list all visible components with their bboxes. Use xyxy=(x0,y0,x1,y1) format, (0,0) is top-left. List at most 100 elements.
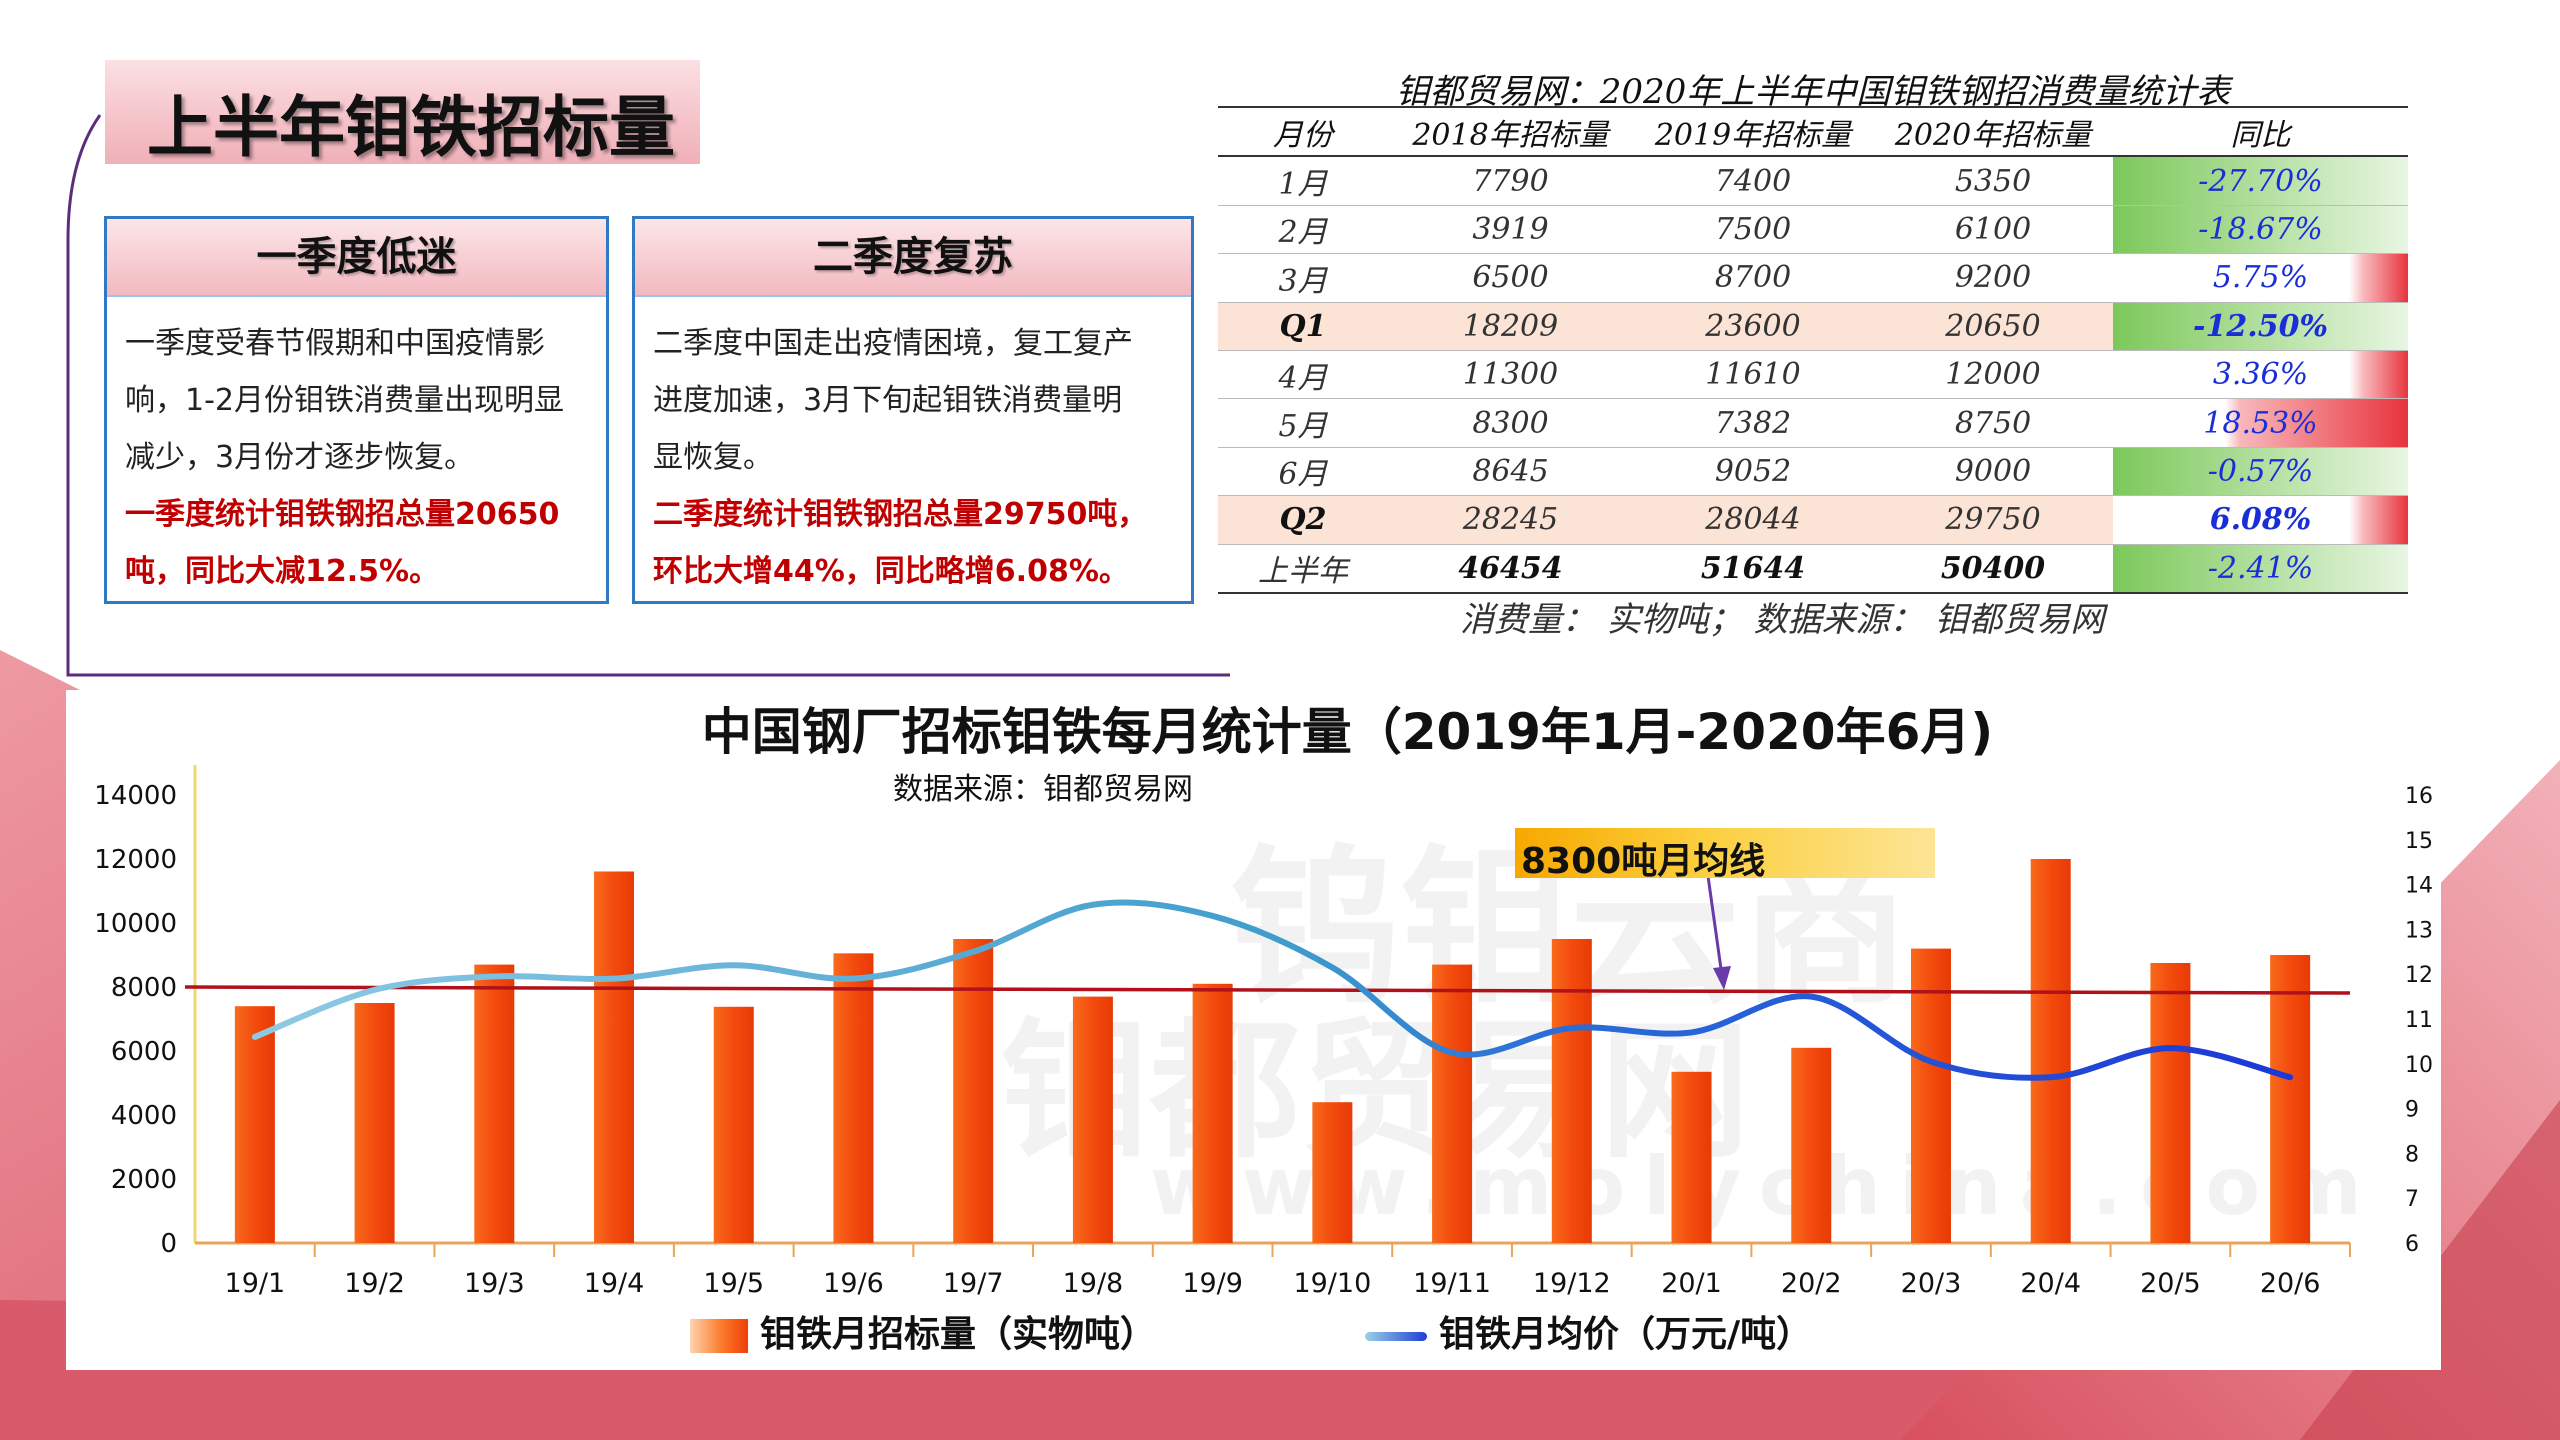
card-q1-text-line: 一季度受春节假期和中国疫情影 xyxy=(125,326,545,361)
table-cell-yoy: 6.08% xyxy=(2113,495,2408,545)
x-tick-label: 19/6 xyxy=(823,1268,884,1299)
reference-line-label: 8300吨月均线 xyxy=(1515,828,1935,882)
x-tick-label: 19/5 xyxy=(703,1268,764,1299)
table-cell-2020: 9200 xyxy=(1873,253,2113,303)
table-cell-yoy: -18.67% xyxy=(2113,205,2408,255)
table-cell-yoy: -0.57% xyxy=(2113,447,2408,497)
bar xyxy=(2030,859,2071,1243)
y-right-tick-label: 14 xyxy=(2405,874,2433,899)
card-q1-body: 一季度受春节假期和中国疫情影 响，1-2月份钼铁消费量出现明显 减少，3月份才逐… xyxy=(107,297,606,600)
card-q1: 一季度低迷 一季度受春节假期和中国疫情影 响，1-2月份钼铁消费量出现明显 减少… xyxy=(104,216,609,604)
x-tick-label: 19/10 xyxy=(1293,1268,1371,1299)
table-cell-2018: 3919 xyxy=(1388,205,1633,255)
x-tick-label: 20/2 xyxy=(1781,1268,1842,1299)
table-cell-month: 2月 xyxy=(1218,205,1388,255)
reference-line-label-text: 8300吨月均线 xyxy=(1521,841,1766,882)
table-cell-2018: 8645 xyxy=(1388,447,1633,497)
table-cell-yoy: -2.41% xyxy=(2113,544,2408,594)
y-right-tick-label: 12 xyxy=(2405,963,2433,988)
table-cell-yoy: -27.70% xyxy=(2113,156,2408,206)
table-cell-month: Q1 xyxy=(1218,302,1388,351)
table-cell-2020: 20650 xyxy=(1873,302,2113,351)
table-cell-2018: 7790 xyxy=(1388,156,1633,206)
table-cell-2020: 6100 xyxy=(1873,205,2113,255)
x-tick-label: 20/1 xyxy=(1661,1268,1722,1299)
x-tick-label: 20/5 xyxy=(2140,1268,2201,1299)
table-cell-2018: 28245 xyxy=(1388,495,1633,545)
stats-table: 月份 2018年招标量 2019年招标量 2020年招标量 同比 1月 7790 7… xyxy=(1218,105,2408,594)
bar xyxy=(1312,1102,1353,1243)
bar xyxy=(1072,996,1113,1243)
page-title: 上半年钼铁招标量 xyxy=(147,89,675,166)
legend-item-line: 钼铁月均价（万元/吨） xyxy=(1365,1305,1812,1357)
reference-arrow-head xyxy=(1713,966,1731,990)
table-cell-2020: 29750 xyxy=(1873,495,2113,545)
table-cell-2018: 46454 xyxy=(1388,544,1633,594)
table-cell-2019: 11610 xyxy=(1633,350,1873,400)
x-tick-label: 19/7 xyxy=(943,1268,1004,1299)
table-cell-2019: 51644 xyxy=(1633,544,1873,594)
table-row: 上半年 46454 51644 50400 -2.41% xyxy=(1218,544,2408,594)
table-cell-month: Q2 xyxy=(1218,495,1388,545)
card-q1-highlight: 吨，同比大减12.5%。 xyxy=(125,554,440,589)
bar xyxy=(1791,1047,1832,1243)
table-row: 3月 6500 8700 9200 5.75% xyxy=(1218,253,2408,303)
reference-line xyxy=(184,985,2351,995)
bar xyxy=(1192,983,1233,1243)
y-right-tick-label: 8 xyxy=(2405,1142,2419,1167)
y-right-tick-label: 6 xyxy=(2405,1232,2419,1257)
x-tick-label: 19/11 xyxy=(1413,1268,1491,1299)
table-row: Q2 28245 28044 29750 6.08% xyxy=(1218,495,2408,545)
x-tick-label: 20/6 xyxy=(2260,1268,2321,1299)
table-cell-yoy: 5.75% xyxy=(2113,253,2408,303)
y-left-tick-label: 2000 xyxy=(111,1165,177,1195)
table-row: 6月 8645 9052 9000 -0.57% xyxy=(1218,447,2408,497)
table-cell-2019: 23600 xyxy=(1633,302,1873,351)
table-cell-month: 3月 xyxy=(1218,253,1388,303)
legend-item-bars: 钼铁月招标量（实物吨） xyxy=(690,1305,1156,1357)
y-left-tick-label: 14000 xyxy=(94,781,177,811)
table-cell-2019: 7500 xyxy=(1633,205,1873,255)
legend-label-line: 钼铁月均价（万元/吨） xyxy=(1439,1314,1813,1355)
table-cell-2018: 8300 xyxy=(1388,398,1633,448)
bar xyxy=(1551,939,1592,1243)
table-header-cell: 月份 xyxy=(1218,105,1388,158)
table-cell-2018: 11300 xyxy=(1388,350,1633,400)
bar xyxy=(953,939,994,1243)
y-left-tick-label: 8000 xyxy=(111,973,177,1003)
card-q2-highlight: 二季度统计钼铁钢招总量29750吨， xyxy=(653,497,1148,532)
bar xyxy=(713,1006,754,1243)
table-cell-2020: 9000 xyxy=(1873,447,2113,497)
card-q1-heading: 一季度低迷 xyxy=(107,219,606,297)
bar xyxy=(833,953,874,1243)
table-row: 2月 3919 7500 6100 -18.67% xyxy=(1218,205,2408,255)
table-header-cell: 2019年招标量 xyxy=(1633,105,1873,158)
bar xyxy=(1432,964,1473,1243)
table-cell-month: 1月 xyxy=(1218,156,1388,206)
table-cell-2019: 8700 xyxy=(1633,253,1873,303)
watermark-cn2: 钼都贸易网 xyxy=(1000,1005,1751,1179)
table-cell-yoy: -12.50% xyxy=(2113,302,2408,351)
table-cell-month: 6月 xyxy=(1218,447,1388,497)
table-cell-yoy: 3.36% xyxy=(2113,350,2408,400)
y-left-tick-label: 12000 xyxy=(94,845,177,875)
table-row: 4月 11300 11610 12000 3.36% xyxy=(1218,350,2408,400)
table-cell-2020: 50400 xyxy=(1873,544,2113,594)
table-header-cell: 同比 xyxy=(2113,105,2408,158)
x-tick-label: 19/1 xyxy=(225,1268,286,1299)
y-right-tick-label: 16 xyxy=(2405,784,2433,809)
card-q2-text-line: 显恢复。 xyxy=(653,440,773,475)
bar xyxy=(2150,963,2191,1243)
table-body: 1月 7790 7400 5350 -27.70% 2月 3919 7500 6100 -18.6… xyxy=(1218,156,2408,594)
table-cell-yoy: 18.53% xyxy=(2113,398,2408,448)
bar xyxy=(354,1003,395,1243)
card-q2: 二季度复苏 二季度中国走出疫情困境，复工复产 进度加速，3月下旬起钼铁消费量明 … xyxy=(632,216,1194,604)
table-header-row: 月份 2018年招标量 2019年招标量 2020年招标量 同比 xyxy=(1218,105,2408,158)
bar xyxy=(1671,1071,1712,1243)
card-q1-text-line: 响，1-2月份钼铁消费量出现明显 xyxy=(125,383,564,418)
y-right-tick-label: 9 xyxy=(2405,1098,2419,1123)
card-q2-text-line: 进度加速，3月下旬起钼铁消费量明 xyxy=(653,383,1123,418)
x-tick-label: 19/9 xyxy=(1182,1268,1243,1299)
table-header-cell: 2020年招标量 xyxy=(1873,105,2113,158)
